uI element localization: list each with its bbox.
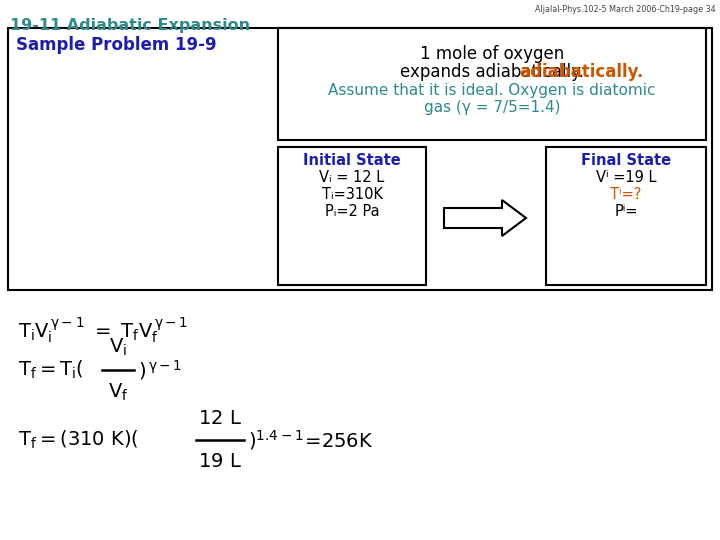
- Text: 19-11 Adiabatic Expansion: 19-11 Adiabatic Expansion: [10, 18, 250, 33]
- Text: $\mathsf{V_f}$: $\mathsf{V_f}$: [108, 382, 128, 403]
- FancyArrow shape: [444, 200, 526, 236]
- Text: gas (γ = 7/5=1.4): gas (γ = 7/5=1.4): [424, 100, 560, 115]
- Text: Tᵢ=310K: Tᵢ=310K: [322, 187, 382, 202]
- Text: $\mathsf{T_f=T_i(}$: $\mathsf{T_f=T_i(}$: [18, 359, 84, 381]
- FancyBboxPatch shape: [278, 28, 706, 140]
- Text: Aljalal-Phys.102-5 March 2006-Ch19-page 34: Aljalal-Phys.102-5 March 2006-Ch19-page …: [536, 5, 716, 14]
- Text: Tⁱ=?: Tⁱ=?: [611, 187, 642, 202]
- Text: $\mathsf{T_f=(310\ K)(}$: $\mathsf{T_f=(310\ K)(}$: [18, 429, 139, 451]
- Text: 1 mole of oxygen: 1 mole of oxygen: [420, 45, 564, 63]
- Text: Pⁱ=: Pⁱ=: [614, 204, 638, 219]
- Text: $\mathsf{V_i}$: $\mathsf{V_i}$: [109, 337, 127, 358]
- Text: $\mathsf{)^{1.4-1}\!=\!256K}$: $\mathsf{)^{1.4-1}\!=\!256K}$: [248, 428, 374, 452]
- Text: Vⁱ =19 L: Vⁱ =19 L: [595, 170, 656, 185]
- Text: $\mathsf{)^{\,\gamma -1}}$: $\mathsf{)^{\,\gamma -1}}$: [138, 358, 182, 382]
- Text: expands adiabatically.: expands adiabatically.: [400, 63, 584, 81]
- Text: Assume that it is ideal. Oxygen is diatomic: Assume that it is ideal. Oxygen is diato…: [328, 83, 656, 98]
- Text: adiabatically.: adiabatically.: [519, 63, 644, 81]
- Text: Vᵢ = 12 L: Vᵢ = 12 L: [320, 170, 384, 185]
- Text: Final State: Final State: [581, 153, 671, 168]
- FancyBboxPatch shape: [8, 28, 712, 290]
- Text: $\mathsf{T_iV_i^{\,\gamma -1}\ =\ T_fV_f^{\,\gamma -1}}$: $\mathsf{T_iV_i^{\,\gamma -1}\ =\ T_fV_f…: [18, 315, 189, 345]
- FancyBboxPatch shape: [546, 147, 706, 285]
- Text: Sample Problem 19-9: Sample Problem 19-9: [16, 36, 217, 54]
- Text: Initial State: Initial State: [303, 153, 401, 168]
- Text: $\mathsf{12\ L}$: $\mathsf{12\ L}$: [198, 409, 242, 428]
- Text: $\mathsf{19\ L}$: $\mathsf{19\ L}$: [198, 452, 242, 471]
- FancyBboxPatch shape: [278, 147, 426, 285]
- Text: Pᵢ=2 Pa: Pᵢ=2 Pa: [325, 204, 379, 219]
